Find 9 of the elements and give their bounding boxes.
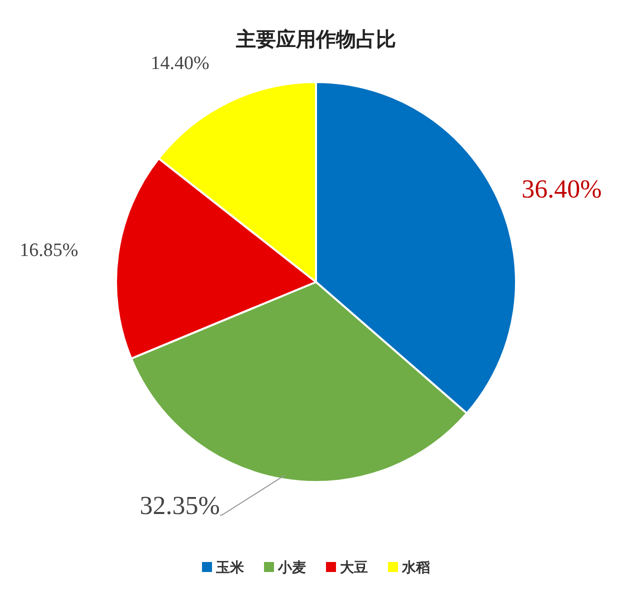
data-label: 36.40% bbox=[522, 174, 602, 204]
chart-title: 主要应用作物占比 bbox=[235, 27, 396, 51]
data-label: 16.85% bbox=[20, 240, 78, 261]
data-label: 14.40% bbox=[150, 53, 210, 74]
legend-label: 大豆 bbox=[340, 560, 368, 576]
legend-label: 水稻 bbox=[401, 560, 430, 576]
data-label: 32.35% bbox=[140, 491, 220, 520]
legend-label: 小麦 bbox=[277, 560, 306, 576]
legend-label: 玉米 bbox=[215, 560, 245, 576]
